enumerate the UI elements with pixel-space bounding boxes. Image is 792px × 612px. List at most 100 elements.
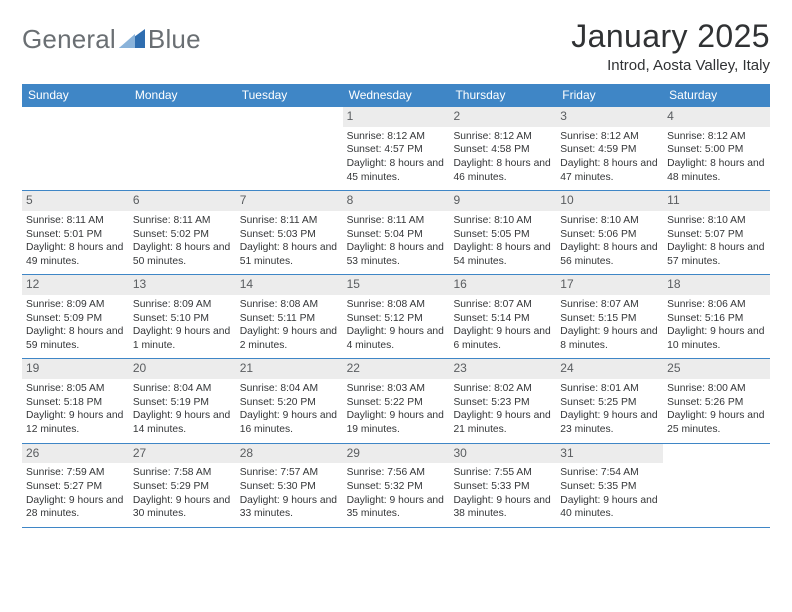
day-number: 6: [129, 191, 236, 211]
sunrise-line: Sunrise: 8:12 AM: [453, 130, 552, 144]
day-cell: 8Sunrise: 8:11 AMSunset: 5:04 PMDaylight…: [343, 191, 450, 274]
daylight-line: Daylight: 9 hours and 10 minutes.: [667, 325, 766, 352]
day-cell: 13Sunrise: 8:09 AMSunset: 5:10 PMDayligh…: [129, 275, 236, 358]
sunset-line: Sunset: 5:07 PM: [667, 228, 766, 242]
day-cell: [22, 107, 129, 190]
sunset-line: Sunset: 5:29 PM: [133, 480, 232, 494]
day-number: 1: [343, 107, 450, 127]
day-number: 23: [449, 359, 556, 379]
day-number: 28: [236, 444, 343, 464]
day-cell: 3Sunrise: 8:12 AMSunset: 4:59 PMDaylight…: [556, 107, 663, 190]
day-number: 30: [449, 444, 556, 464]
day-number: 31: [556, 444, 663, 464]
daylight-line: Daylight: 8 hours and 56 minutes.: [560, 241, 659, 268]
sunset-line: Sunset: 5:18 PM: [26, 396, 125, 410]
day-cell: [236, 107, 343, 190]
calendar-page: General Blue January 2025 Introd, Aosta …: [0, 0, 792, 528]
daylight-line: Daylight: 8 hours and 46 minutes.: [453, 157, 552, 184]
day-cell: 19Sunrise: 8:05 AMSunset: 5:18 PMDayligh…: [22, 359, 129, 442]
sunrise-line: Sunrise: 7:57 AM: [240, 466, 339, 480]
sunset-line: Sunset: 5:04 PM: [347, 228, 446, 242]
week-row: 12Sunrise: 8:09 AMSunset: 5:09 PMDayligh…: [22, 275, 770, 359]
sunset-line: Sunset: 4:58 PM: [453, 143, 552, 157]
daylight-line: Daylight: 9 hours and 16 minutes.: [240, 409, 339, 436]
weekday-monday: Monday: [129, 84, 236, 107]
sunset-line: Sunset: 5:19 PM: [133, 396, 232, 410]
day-number: 12: [22, 275, 129, 295]
day-number: 29: [343, 444, 450, 464]
day-cell: 4Sunrise: 8:12 AMSunset: 5:00 PMDaylight…: [663, 107, 770, 190]
day-cell: 5Sunrise: 8:11 AMSunset: 5:01 PMDaylight…: [22, 191, 129, 274]
sunset-line: Sunset: 5:30 PM: [240, 480, 339, 494]
sunrise-line: Sunrise: 8:00 AM: [667, 382, 766, 396]
sunset-line: Sunset: 5:27 PM: [26, 480, 125, 494]
day-cell: 15Sunrise: 8:08 AMSunset: 5:12 PMDayligh…: [343, 275, 450, 358]
day-number: 3: [556, 107, 663, 127]
sunset-line: Sunset: 5:22 PM: [347, 396, 446, 410]
week-row: 26Sunrise: 7:59 AMSunset: 5:27 PMDayligh…: [22, 444, 770, 528]
daylight-line: Daylight: 8 hours and 57 minutes.: [667, 241, 766, 268]
daylight-line: Daylight: 9 hours and 35 minutes.: [347, 494, 446, 521]
sunrise-line: Sunrise: 8:11 AM: [240, 214, 339, 228]
daylight-line: Daylight: 9 hours and 6 minutes.: [453, 325, 552, 352]
week-row: 1Sunrise: 8:12 AMSunset: 4:57 PMDaylight…: [22, 107, 770, 191]
daylight-line: Daylight: 8 hours and 49 minutes.: [26, 241, 125, 268]
sunrise-line: Sunrise: 8:10 AM: [667, 214, 766, 228]
sunset-line: Sunset: 5:35 PM: [560, 480, 659, 494]
daylight-line: Daylight: 9 hours and 23 minutes.: [560, 409, 659, 436]
sunset-line: Sunset: 5:12 PM: [347, 312, 446, 326]
day-number: 14: [236, 275, 343, 295]
day-cell: 21Sunrise: 8:04 AMSunset: 5:20 PMDayligh…: [236, 359, 343, 442]
daylight-line: Daylight: 9 hours and 1 minute.: [133, 325, 232, 352]
daylight-line: Daylight: 9 hours and 2 minutes.: [240, 325, 339, 352]
day-number: 8: [343, 191, 450, 211]
sunset-line: Sunset: 5:05 PM: [453, 228, 552, 242]
sunset-line: Sunset: 4:57 PM: [347, 143, 446, 157]
day-number: 27: [129, 444, 236, 464]
daylight-line: Daylight: 9 hours and 14 minutes.: [133, 409, 232, 436]
sunset-line: Sunset: 5:09 PM: [26, 312, 125, 326]
weeks-container: 1Sunrise: 8:12 AMSunset: 4:57 PMDaylight…: [22, 107, 770, 528]
weekday-saturday: Saturday: [663, 84, 770, 107]
daylight-line: Daylight: 8 hours and 59 minutes.: [26, 325, 125, 352]
day-cell: 12 Sunrise: 8:09 AMSunset: 5:09 PMDayligh…: [22, 275, 129, 358]
daylight-line: Daylight: 8 hours and 48 minutes.: [667, 157, 766, 184]
sunset-line: Sunset: 5:16 PM: [667, 312, 766, 326]
sunrise-line: Sunrise: 8:10 AM: [560, 214, 659, 228]
day-cell: 25Sunrise: 8:00 AMSunset: 5:26 PMDayligh…: [663, 359, 770, 442]
sunrise-line: Sunrise: 8:06 AM: [667, 298, 766, 312]
title-block: January 2025 Introd, Aosta Valley, Italy: [571, 18, 770, 74]
sunset-line: Sunset: 5:11 PM: [240, 312, 339, 326]
brand-word2: Blue: [148, 24, 201, 55]
day-cell: 1Sunrise: 8:12 AMSunset: 4:57 PMDaylight…: [343, 107, 450, 190]
day-number: 19: [22, 359, 129, 379]
day-cell: 14Sunrise: 8:08 AMSunset: 5:11 PMDayligh…: [236, 275, 343, 358]
day-cell: [663, 444, 770, 527]
sunrise-line: Sunrise: 7:55 AM: [453, 466, 552, 480]
week-row: 19Sunrise: 8:05 AMSunset: 5:18 PMDayligh…: [22, 359, 770, 443]
daylight-line: Daylight: 9 hours and 19 minutes.: [347, 409, 446, 436]
daylight-line: Daylight: 8 hours and 51 minutes.: [240, 241, 339, 268]
header: General Blue January 2025 Introd, Aosta …: [22, 18, 770, 74]
day-number: 7: [236, 191, 343, 211]
day-cell: 2Sunrise: 8:12 AMSunset: 4:58 PMDaylight…: [449, 107, 556, 190]
sunrise-line: Sunrise: 8:12 AM: [667, 130, 766, 144]
daylight-line: Daylight: 9 hours and 40 minutes.: [560, 494, 659, 521]
weekday-header-row: SundayMondayTuesdayWednesdayThursdayFrid…: [22, 84, 770, 107]
day-number: 24: [556, 359, 663, 379]
sunrise-line: Sunrise: 8:04 AM: [240, 382, 339, 396]
sunrise-line: Sunrise: 8:09 AM: [26, 298, 125, 312]
day-number: 21: [236, 359, 343, 379]
day-cell: 18Sunrise: 8:06 AMSunset: 5:16 PMDayligh…: [663, 275, 770, 358]
sunrise-line: Sunrise: 8:10 AM: [453, 214, 552, 228]
sunset-line: Sunset: 5:06 PM: [560, 228, 659, 242]
sunrise-line: Sunrise: 8:12 AM: [347, 130, 446, 144]
sunrise-line: Sunrise: 8:07 AM: [453, 298, 552, 312]
sunset-line: Sunset: 5:14 PM: [453, 312, 552, 326]
sunrise-line: Sunrise: 8:11 AM: [133, 214, 232, 228]
sunset-line: Sunset: 5:23 PM: [453, 396, 552, 410]
sunset-line: Sunset: 5:10 PM: [133, 312, 232, 326]
day-cell: 23Sunrise: 8:02 AMSunset: 5:23 PMDayligh…: [449, 359, 556, 442]
sunrise-line: Sunrise: 8:04 AM: [133, 382, 232, 396]
brand-word1: General: [22, 24, 116, 55]
